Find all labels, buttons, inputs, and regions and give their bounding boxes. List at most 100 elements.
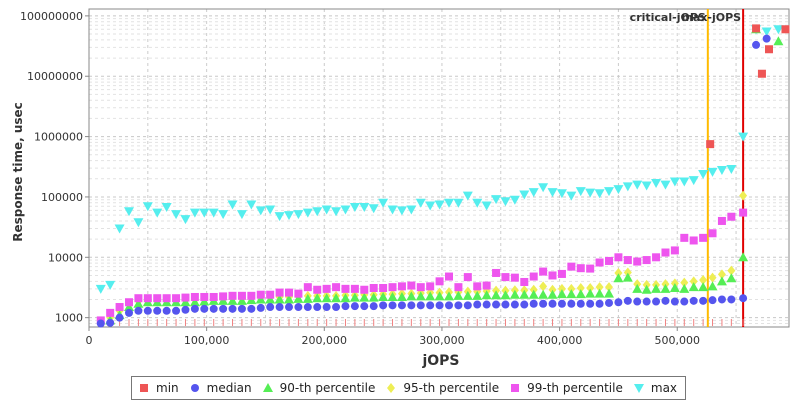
data-point: [595, 258, 604, 267]
data-point: [209, 304, 218, 313]
data-point: [340, 293, 351, 303]
data-point: [219, 292, 228, 301]
data-point: [190, 304, 199, 313]
data-point: [255, 206, 266, 216]
data-point: [765, 45, 773, 54]
data-point: [594, 288, 605, 298]
data-point: [739, 294, 748, 303]
data-point: [266, 303, 275, 312]
data-point: [349, 203, 360, 213]
y-tick-label: 1000000: [34, 131, 83, 144]
data-point: [106, 308, 115, 317]
reference-line-label: critical-jOPS: [630, 11, 706, 24]
data-point: [368, 204, 379, 214]
data-point: [303, 303, 312, 312]
data-point: [689, 276, 698, 287]
data-point: [717, 216, 726, 225]
y-tick-label: 10000: [48, 251, 83, 264]
data-point: [605, 282, 613, 293]
data-point: [143, 306, 152, 315]
series-median: [96, 34, 771, 328]
data-point: [407, 281, 416, 290]
data-point: [716, 165, 727, 175]
data-point: [622, 182, 633, 192]
y-tick-label: 10000000: [27, 70, 83, 83]
data-point: [604, 288, 614, 298]
data-point: [727, 265, 736, 276]
data-point: [125, 308, 133, 317]
legend-item: 95-th percentile: [385, 381, 499, 395]
data-point: [162, 294, 171, 303]
data-point: [396, 206, 407, 216]
data-point: [698, 169, 709, 179]
data-point: [285, 303, 293, 312]
data-point: [726, 273, 737, 283]
data-point: [435, 277, 444, 286]
data-point: [303, 283, 312, 292]
data-point: [388, 301, 397, 310]
data-point: [387, 205, 398, 215]
data-point: [200, 304, 209, 313]
data-point: [539, 267, 548, 276]
data-point: [256, 290, 265, 299]
data-point: [462, 191, 473, 201]
data-point: [302, 293, 313, 303]
data-point: [463, 273, 472, 282]
data-point: [105, 280, 116, 290]
data-point: [189, 208, 200, 218]
data-point: [689, 236, 698, 245]
data-point: [519, 190, 530, 200]
data-point: [209, 292, 218, 301]
data-point: [360, 302, 369, 311]
legend-item: min: [138, 381, 179, 395]
data-point: [642, 256, 651, 265]
data-point: [739, 190, 748, 201]
data-point: [651, 283, 662, 293]
data-point: [321, 293, 332, 303]
data-point: [172, 294, 181, 303]
data-point: [511, 384, 520, 392]
data-point: [661, 296, 670, 305]
data-point: [585, 188, 596, 198]
data-point: [548, 271, 557, 280]
data-point: [227, 200, 238, 210]
data-point: [133, 218, 144, 228]
data-point: [717, 295, 726, 304]
data-point: [397, 282, 406, 291]
data-point: [556, 189, 567, 199]
data-point: [519, 289, 530, 299]
data-point: [575, 289, 586, 299]
series-max: [95, 25, 784, 294]
data-point: [114, 224, 125, 234]
data-point: [161, 203, 172, 213]
legend-marker: [190, 384, 199, 392]
data-point: [567, 299, 576, 308]
data-point: [237, 291, 246, 300]
legend-marker: [262, 383, 273, 392]
data-point: [181, 305, 190, 314]
legend-label: min: [156, 381, 179, 395]
data-point: [738, 132, 749, 142]
x-tick-label: 100,000: [184, 334, 230, 347]
series-99-th-percentile: [96, 208, 748, 325]
data-point: [576, 299, 585, 308]
data-point: [387, 291, 398, 301]
data-point: [501, 300, 510, 309]
data-point: [246, 200, 257, 210]
data-point: [595, 299, 604, 308]
legend: min median 90-th percentile 95-th percentil…: [131, 376, 687, 400]
data-point: [538, 183, 549, 193]
data-point: [124, 207, 134, 217]
legend-item: 99-th percentile: [509, 381, 623, 395]
x-tick-label: 500,000: [654, 334, 700, 347]
data-point: [557, 283, 566, 294]
data-point: [406, 205, 417, 215]
data-point: [472, 198, 483, 208]
data-point: [332, 303, 341, 312]
legend-label: 99-th percentile: [527, 381, 623, 395]
data-point: [321, 205, 332, 215]
data-point: [699, 275, 708, 286]
data-point: [313, 303, 322, 312]
data-point: [688, 282, 699, 292]
data-point: [359, 203, 370, 213]
